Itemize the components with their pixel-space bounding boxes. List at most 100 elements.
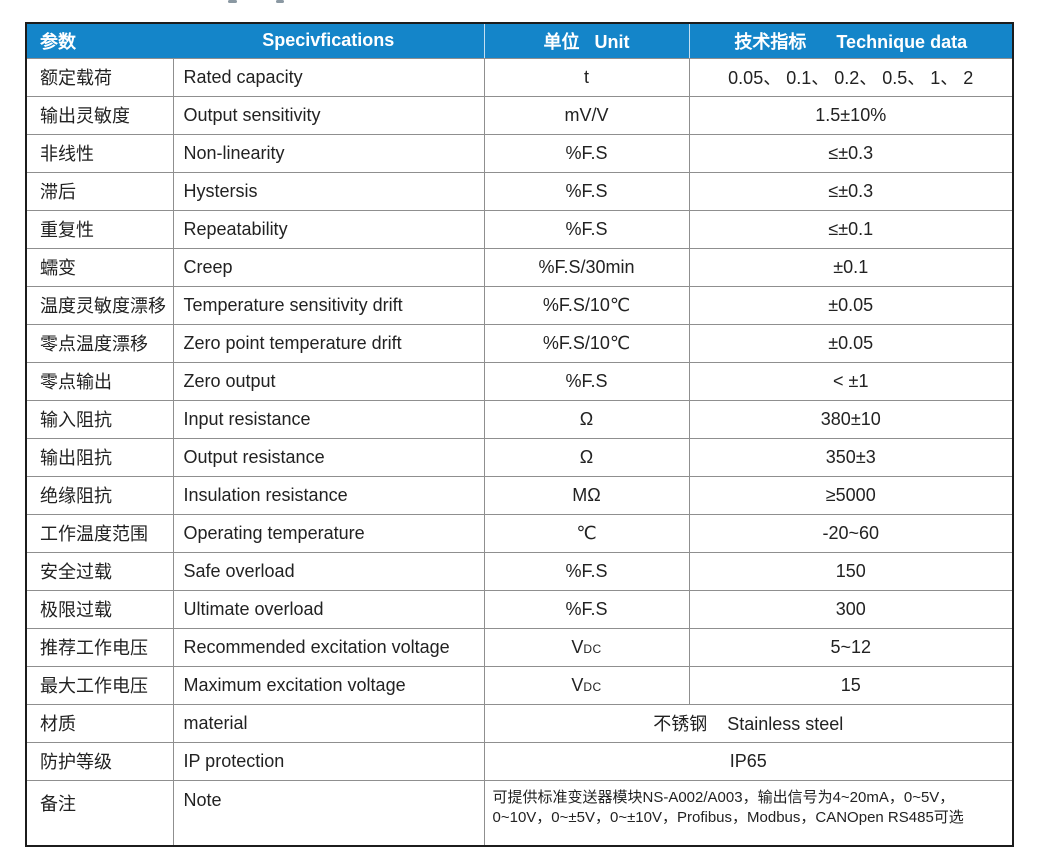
spec-cell: Temperature sensitivity drift	[172, 285, 485, 325]
header-specifications: Specivfications	[173, 23, 485, 59]
table-row: 绝缘阻抗 Insulation resistance MΩ ≥5000	[25, 475, 1014, 515]
header-unit: 单位 Unit	[484, 23, 690, 59]
value-cell: -20~60	[688, 513, 1014, 553]
spec-cell: Creep	[172, 247, 485, 287]
cropped-text-fragment	[228, 0, 237, 3]
param-cell: 绝缘阻抗	[25, 475, 174, 515]
unit-cell: mV/V	[483, 95, 690, 135]
table-row: 蠕变 Creep %F.S/30min ±0.1	[25, 247, 1014, 287]
spec-cell: Input resistance	[172, 399, 485, 439]
value-cell: 0.05、 0.1、 0.2、 0.5、 1、 2	[688, 57, 1014, 97]
table-row: 额定载荷 Rated capacity t 0.05、 0.1、 0.2、 0.5、 …	[25, 57, 1014, 97]
param-cell: 额定载荷	[25, 57, 174, 97]
table-row: 推荐工作电压 Recommended excitation voltage VDC 5…	[25, 627, 1014, 667]
table-row: 温度灵敏度漂移 Temperature sensitivity drift %F.S…	[25, 285, 1014, 325]
value-cell: ≤±0.1	[688, 209, 1014, 249]
unit-cell: ℃	[483, 513, 690, 553]
param-cell: 非线性	[25, 133, 174, 173]
spec-cell: Insulation resistance	[172, 475, 485, 515]
unit-main: V	[571, 636, 584, 657]
value-cell: 150	[688, 551, 1014, 591]
unit-main: V	[571, 674, 584, 695]
unit-cell: %F.S	[483, 171, 690, 211]
table-header: 参数 Specivfications 单位 Unit 技术指标 Techniqu…	[26, 23, 1013, 59]
spec-cell: Rated capacity	[172, 57, 485, 97]
param-cell: 零点温度漂移	[25, 323, 174, 363]
value-cell: 1.5±10%	[688, 95, 1014, 135]
param-cell: 备注	[25, 779, 174, 847]
table-row: 零点温度漂移 Zero point temperature drift %F.S/1…	[25, 323, 1014, 363]
unit-cell: %F.S	[483, 209, 690, 249]
spec-table-body: 额定载荷 Rated capacity t 0.05、 0.1、 0.2、 0.5、 …	[25, 57, 1014, 847]
spec-cell: Safe overload	[172, 551, 485, 591]
param-cell: 滞后	[25, 171, 174, 211]
unit-cell: MΩ	[483, 475, 690, 515]
header-row: 参数 Specivfications 单位 Unit 技术指标 Techniqu…	[26, 23, 1013, 59]
param-cell: 重复性	[25, 209, 174, 249]
merged-value-cell: 可提供标准变送器模块NS-A002/A003，输出信号为4~20mA，0~5V，…	[483, 779, 1014, 847]
param-cell: 最大工作电压	[25, 665, 174, 705]
header-technique-data: 技术指标 Technique data	[689, 23, 1013, 59]
value-cell: < ±1	[688, 361, 1014, 401]
unit-subscript: DC	[583, 679, 602, 694]
table-row: 输入阻抗 Input resistance Ω 380±10	[25, 399, 1014, 439]
table-row: 输出灵敏度 Output sensitivity mV/V 1.5±10%	[25, 95, 1014, 135]
value-cell: 5~12	[688, 627, 1014, 667]
table-row: 非线性 Non-linearity %F.S ≤±0.3	[25, 133, 1014, 173]
unit-cell: VDC	[483, 665, 690, 705]
spec-cell: Non-linearity	[172, 133, 485, 173]
table-row: 防护等级 IP protection IP65	[25, 741, 1014, 781]
spec-cell: Output sensitivity	[172, 95, 485, 135]
param-cell: 材质	[25, 703, 174, 743]
value-cell: ≤±0.3	[688, 171, 1014, 211]
table-row: 重复性 Repeatability %F.S ≤±0.1	[25, 209, 1014, 249]
unit-cell: Ω	[483, 399, 690, 439]
param-cell: 极限过载	[25, 589, 174, 629]
value-cell: ±0.05	[688, 285, 1014, 325]
unit-cell: %F.S	[483, 133, 690, 173]
spec-cell: Zero output	[172, 361, 485, 401]
spec-cell: Note	[172, 779, 485, 847]
param-cell: 零点输出	[25, 361, 174, 401]
value-cell: 15	[688, 665, 1014, 705]
unit-cell: Ω	[483, 437, 690, 477]
value-cell: 300	[688, 589, 1014, 629]
value-cell: ±0.05	[688, 323, 1014, 363]
unit-cell: %F.S/10℃	[483, 323, 690, 363]
param-cell: 工作温度范围	[25, 513, 174, 553]
value-cell: ≤±0.3	[688, 133, 1014, 173]
value-cell: ±0.1	[688, 247, 1014, 287]
table-row: 安全过载 Safe overload %F.S 150	[25, 551, 1014, 591]
table-row: 零点输出 Zero output %F.S < ±1	[25, 361, 1014, 401]
param-cell: 输入阻抗	[25, 399, 174, 439]
spec-cell: Hystersis	[172, 171, 485, 211]
table-row: 工作温度范围 Operating temperature ℃ -20~60	[25, 513, 1014, 553]
param-cell: 防护等级	[25, 741, 174, 781]
merged-value-cell: 不锈钢 Stainless steel	[483, 703, 1014, 743]
unit-cell: VDC	[483, 627, 690, 667]
unit-cell: %F.S	[483, 361, 690, 401]
unit-subscript: DC	[583, 641, 602, 656]
header-param: 参数	[26, 23, 173, 59]
table-row: 材质 material 不锈钢 Stainless steel	[25, 703, 1014, 743]
param-cell: 输出阻抗	[25, 437, 174, 477]
spec-cell: Maximum excitation voltage	[172, 665, 485, 705]
spec-cell: Repeatability	[172, 209, 485, 249]
spec-cell: Zero point temperature drift	[172, 323, 485, 363]
unit-cell: %F.S	[483, 551, 690, 591]
value-cell: ≥5000	[688, 475, 1014, 515]
spec-cell: Recommended excitation voltage	[172, 627, 485, 667]
table-row: 备注 Note 可提供标准变送器模块NS-A002/A003，输出信号为4~20mA…	[25, 779, 1014, 847]
table-row: 极限过载 Ultimate overload %F.S 300	[25, 589, 1014, 629]
param-cell: 蠕变	[25, 247, 174, 287]
unit-cell: %F.S/30min	[483, 247, 690, 287]
unit-cell: %F.S	[483, 589, 690, 629]
unit-cell: t	[483, 57, 690, 97]
cropped-text-fragment	[276, 0, 284, 3]
spec-cell: Operating temperature	[172, 513, 485, 553]
spec-cell: IP protection	[172, 741, 485, 781]
spec-cell: Output resistance	[172, 437, 485, 477]
value-cell: 380±10	[688, 399, 1014, 439]
spec-cell: material	[172, 703, 485, 743]
unit-cell: %F.S/10℃	[483, 285, 690, 325]
